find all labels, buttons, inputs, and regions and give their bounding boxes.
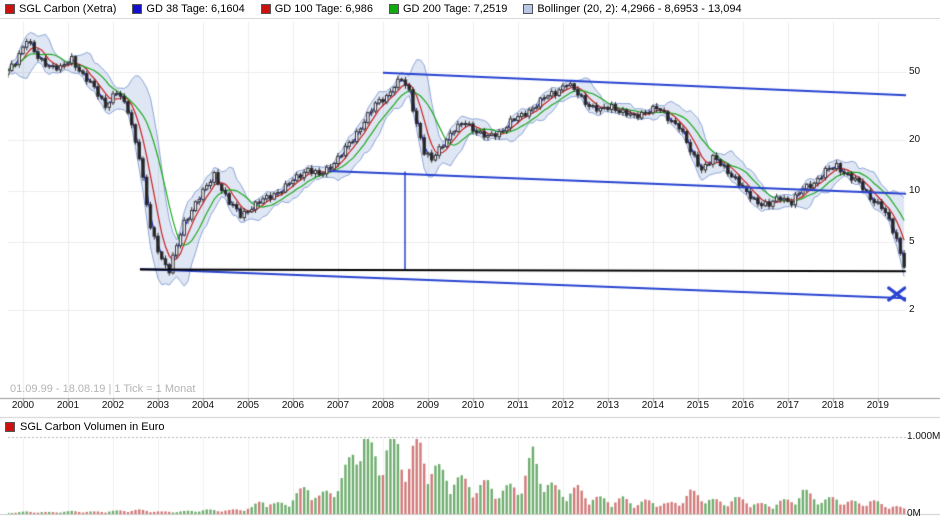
x-axis-year-label: 2000 (11, 400, 35, 411)
x-axis-year-label: 2017 (776, 400, 799, 411)
x-axis-year-label: 2011 (507, 400, 529, 411)
legend-swatch-gd-38-tage (132, 4, 143, 14)
chart-legend: SGL Carbon (Xetra) GD 38 Tage: 6,1604 GD 1… (0, 0, 940, 19)
legend-swatch-gd-100-tage (260, 4, 271, 14)
x-axis-year-label: 2003 (146, 400, 170, 411)
price-axis-label: 50 (909, 66, 921, 77)
legend-item-sgl-carbon-xetra: SGL Carbon (Xetra) (5, 3, 116, 15)
legend-swatch-gd-200-tage (388, 4, 399, 14)
x-axis-year-label: 2012 (551, 400, 575, 411)
x-axis-year-label: 2015 (686, 400, 710, 411)
x-axis-year-label: 2010 (461, 400, 485, 411)
price-axis-label: 5 (909, 236, 915, 247)
volume-legend: SGL Carbon Volumen in Euro (5, 421, 165, 433)
x-axis-year-label: 2008 (371, 400, 395, 411)
x-axis-year-label: 2001 (56, 400, 80, 411)
price-axis-label: 10 (909, 184, 921, 196)
x-axis-year-label: 2004 (191, 400, 215, 411)
legend-item-gd-200-tage: GD 200 Tage: 7,2519 (388, 3, 508, 15)
x-axis-year-label: 2006 (281, 400, 305, 411)
price-axis-label: 20 (909, 133, 921, 145)
x-axis-year-label: 2002 (101, 400, 125, 411)
legend-item-gd-38-tage: GD 38 Tage: 6,1604 (132, 3, 245, 15)
x-axis-year-label: 2019 (866, 400, 889, 411)
x-axis-year-label: 2014 (641, 400, 665, 411)
legend-label-gd-100-tage: GD 100 Tage: 6,986 (274, 3, 373, 15)
x-axis-year-label: 2016 (731, 400, 755, 411)
x-axis-year-label: 2009 (416, 400, 440, 411)
legend-item-bollinger-20-2: Bollinger (20, 2): 4,2966 - 8,6953 - 13,… (523, 3, 742, 15)
x-axis-year-label: 2007 (326, 400, 350, 411)
legend-label-gd-200-tage: GD 200 Tage: 7,2519 (402, 3, 508, 15)
x-axis-year-label: 2005 (236, 400, 260, 411)
legend-swatch-sgl-carbon-xetra (5, 4, 15, 14)
x-axis-year-label: 2018 (821, 400, 844, 411)
legend-item-gd-100-tage: GD 100 Tage: 6,986 (260, 3, 373, 15)
legend-label-sgl-carbon-xetra: SGL Carbon (Xetra) (19, 3, 117, 15)
date-range-note: 01.09.99 - 18.08.19 | 1 Tick = 1 Monat (10, 383, 196, 395)
legend-swatch-bollinger-20-2 (523, 4, 534, 14)
price-axis-label: 2 (909, 303, 915, 315)
x-axis-year-label: 2013 (596, 400, 620, 411)
volume-axis-label: 1.000M (907, 431, 940, 442)
volume-legend-label: SGL Carbon Volumen in Euro (20, 421, 165, 433)
legend-label-gd-38-tage: GD 38 Tage: 6,1604 (146, 3, 245, 15)
volume-legend-swatch (5, 422, 15, 432)
legend-label-bollinger-20-2: Bollinger (20, 2): 4,2966 - 8,6953 - 13,… (537, 3, 742, 15)
volume-axis-label: 0M (907, 508, 921, 519)
